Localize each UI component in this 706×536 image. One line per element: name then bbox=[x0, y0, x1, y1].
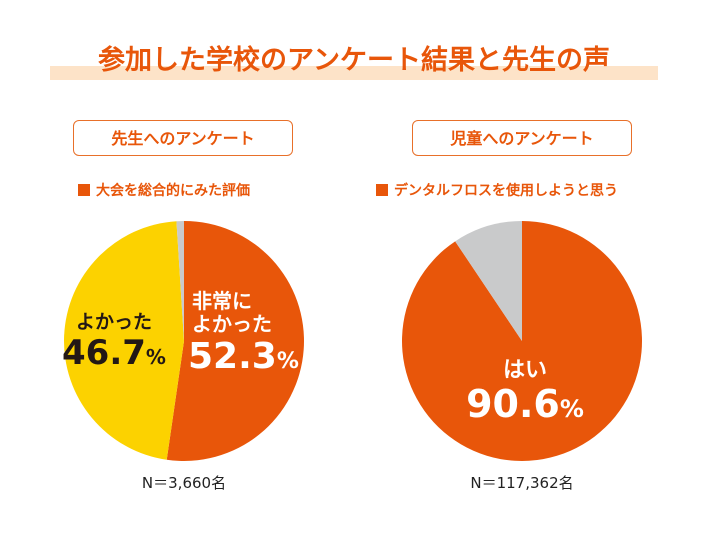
legend-square-icon bbox=[78, 184, 90, 196]
student-survey-heading: 児童へのアンケート bbox=[412, 120, 632, 156]
slice-label: 非常に よかった bbox=[192, 289, 272, 336]
subtitle-text: デンタルフロスを使用しようと思う bbox=[394, 183, 618, 199]
student-sample-size: N＝117,362名 bbox=[470, 474, 574, 492]
title-highlight bbox=[50, 66, 658, 80]
pie-slice-非常によかった bbox=[166, 221, 304, 461]
teacher-sample-size: N＝3,660名 bbox=[141, 474, 227, 492]
teacher-survey-heading: 先生へのアンケート bbox=[73, 120, 293, 156]
slice-pct: % bbox=[145, 344, 166, 369]
slice-label: よかった bbox=[75, 311, 152, 333]
label-yes: はい 90.6% bbox=[460, 358, 590, 427]
student-subtitle: デンタルフロスを使用しようと思う bbox=[376, 180, 618, 200]
slice-pct: % bbox=[276, 349, 299, 374]
slice-pct: % bbox=[559, 395, 584, 424]
teacher-subtitle: 大会を総合的にみた評価 bbox=[78, 180, 250, 200]
pie-slice-その他 bbox=[455, 221, 522, 341]
label-good: よかった 46.7% bbox=[62, 311, 166, 373]
slice-value: 90.6 bbox=[466, 382, 560, 427]
slice-label: はい bbox=[502, 358, 547, 383]
pie-slice-よかった bbox=[63, 221, 185, 460]
slice-value: 46.7 bbox=[62, 332, 146, 373]
subtitle-text: 大会を総合的にみた評価 bbox=[96, 183, 250, 199]
pie-slice-その他 bbox=[176, 221, 184, 341]
legend-square-icon bbox=[376, 184, 388, 196]
page-title: 参加した学校のアンケート結果と先生の声 bbox=[98, 45, 610, 76]
label-very-good: 非常に よかった 52.3% bbox=[188, 289, 299, 378]
slice-value: 52.3 bbox=[188, 336, 277, 377]
